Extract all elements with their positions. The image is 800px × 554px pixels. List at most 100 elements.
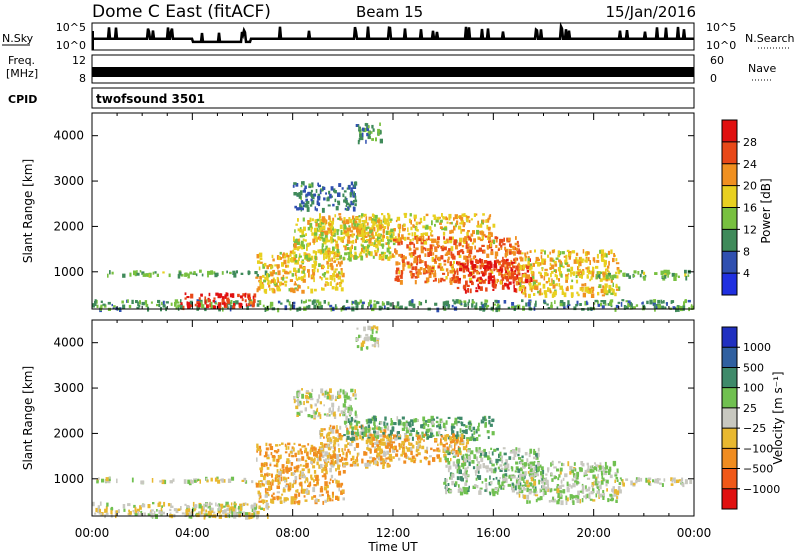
range-gate-cell [456, 220, 459, 226]
range-gate-cell [526, 500, 529, 504]
range-gate-cell [285, 466, 289, 470]
range-gate-cell [397, 233, 400, 238]
range-gate-cell [370, 438, 374, 443]
range-gate-cell [443, 448, 447, 452]
range-gate-cell [530, 263, 532, 268]
range-gate-cell [454, 214, 458, 220]
range-gate-cell [220, 503, 224, 509]
range-gate-cell [269, 287, 271, 291]
range-gate-cell [293, 236, 295, 242]
range-gate-cell [316, 268, 319, 273]
range-gate-cell [247, 270, 250, 276]
range-gate-cell [546, 273, 549, 276]
range-gate-cell [376, 452, 380, 457]
range-gate-cell [462, 465, 465, 470]
range-gate-cell [397, 278, 400, 282]
range-gate-cell [337, 394, 342, 399]
range-gate-cell [198, 504, 202, 509]
range-gate-cell [320, 232, 324, 237]
range-gate-cell [336, 249, 340, 253]
range-gate-cell [489, 423, 493, 427]
range-gate-cell [381, 301, 384, 304]
range-gate-cell [337, 261, 340, 265]
range-gate-cell [565, 276, 569, 280]
range-gate-cell [337, 201, 341, 206]
range-gate-cell [395, 261, 399, 266]
range-gate-cell [297, 392, 300, 398]
range-gate-cell [462, 225, 465, 228]
range-gate-cell [522, 494, 525, 499]
range-gate-cell [507, 483, 512, 487]
range-gate-cell [468, 461, 471, 467]
range-gate-cell [279, 281, 283, 286]
range-gate-cell [260, 462, 264, 467]
range-gate-cell [506, 278, 509, 282]
range-gate-cell [271, 288, 274, 293]
range-gate-cell [292, 301, 296, 305]
range-gate-cell [471, 433, 474, 439]
range-gate-cell [380, 460, 384, 465]
range-gate-cell [398, 442, 401, 447]
range-gate-cell [322, 248, 325, 254]
range-gate-cell [602, 468, 606, 473]
range-gate-cell [460, 437, 464, 442]
range-gate-cell [430, 447, 433, 451]
range-gate-cell [107, 301, 111, 305]
range-gate-cell [567, 272, 570, 275]
range-gate-cell [338, 271, 341, 275]
range-gate-cell [447, 271, 449, 277]
range-gate-cell [451, 268, 455, 271]
range-gate-cell [401, 427, 406, 431]
range-gate-cell [331, 276, 334, 281]
range-gate-cell [350, 200, 353, 206]
range-gate-cell [420, 242, 424, 245]
range-gate-cell [354, 246, 357, 251]
range-gate-cell [259, 257, 263, 260]
range-gate-cell [440, 434, 443, 437]
range-gate-cell [295, 270, 298, 273]
range-gate-cell [640, 477, 643, 482]
range-gate-cell [402, 448, 405, 451]
range-gate-cell [298, 255, 302, 258]
range-gate-cell [409, 239, 412, 244]
range-gate-cell [635, 477, 639, 480]
range-gate-cell [608, 289, 611, 294]
range-gate-cell [334, 304, 337, 308]
range-gate-cell [334, 478, 336, 481]
range-gate-cell [314, 206, 317, 211]
range-gate-cell [205, 502, 208, 506]
range-gate-cell [413, 460, 416, 464]
range-gate-cell [407, 263, 411, 269]
range-gate-cell [367, 424, 370, 428]
range-gate-cell [298, 492, 301, 497]
range-gate-cell [556, 274, 558, 280]
range-gate-cell [292, 304, 296, 309]
range-gate-cell [439, 280, 443, 283]
colorbar-segment [722, 251, 737, 274]
range-gate-cell [372, 255, 375, 259]
range-gate-cell [560, 480, 563, 483]
range-gate-cell [397, 241, 401, 246]
range-gate-cell [339, 264, 342, 267]
range-gate-cell [401, 451, 404, 455]
range-gate-cell [327, 227, 331, 231]
range-gate-cell [465, 444, 468, 448]
range-gate-cell [408, 423, 412, 428]
range-gate-cell [550, 273, 552, 278]
range-gate-cell [266, 456, 270, 460]
range-gate-cell [325, 484, 329, 489]
range-gate-cell [122, 504, 126, 509]
range-gate-cell [443, 422, 446, 428]
range-gate-cell [464, 257, 467, 260]
range-gate-cell [457, 215, 460, 219]
range-gate-cell [418, 237, 422, 242]
range-gate-cell [350, 254, 353, 258]
range-gate-cell [152, 502, 155, 505]
range-gate-cell [268, 485, 271, 491]
range-gate-cell [330, 223, 334, 229]
range-gate-cell [562, 463, 565, 467]
range-gate-cell [351, 439, 354, 443]
range-gate-cell [305, 200, 310, 205]
range-gate-cell [115, 510, 119, 514]
